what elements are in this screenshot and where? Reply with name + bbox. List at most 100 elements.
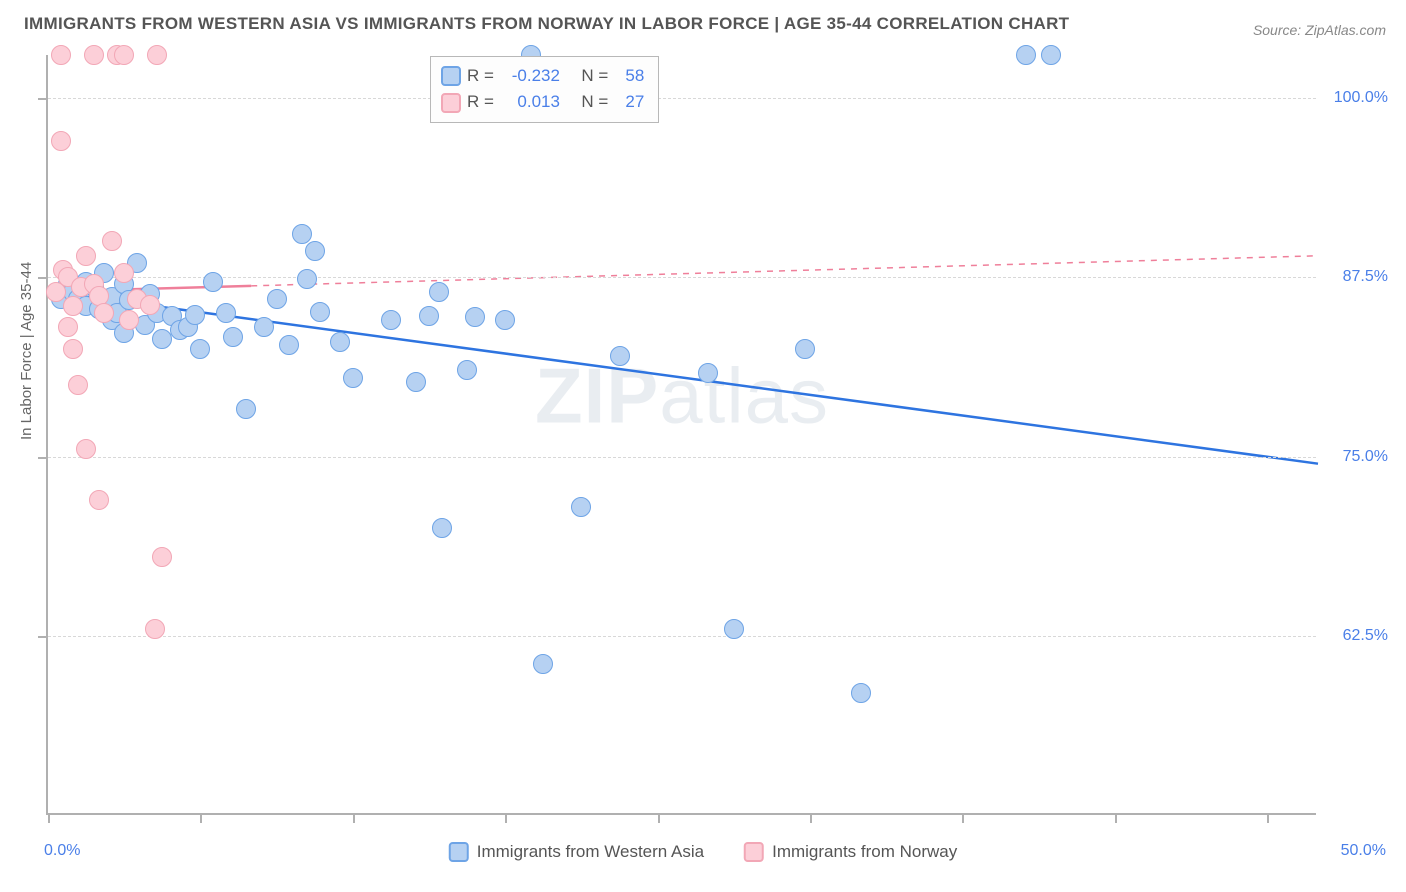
chart-plot-area: ZIPatlas [46,55,1316,815]
gridline-horizontal [48,636,1316,637]
scatter-point [119,310,139,330]
x-axis-max-label: 50.0% [1341,842,1386,860]
scatter-point [465,307,485,327]
scatter-point [190,339,210,359]
scatter-point [330,332,350,352]
scatter-point [89,490,109,510]
scatter-point [432,518,452,538]
scatter-point [571,497,591,517]
y-tick-label: 87.5% [1343,268,1388,286]
y-tick [38,98,48,100]
scatter-point [223,327,243,347]
legend-n-value: 58 [614,63,644,89]
scatter-point [76,439,96,459]
scatter-point [457,360,477,380]
scatter-point [254,317,274,337]
source-label: Source: [1253,22,1301,38]
scatter-point [76,246,96,266]
legend-swatch [744,842,764,862]
x-tick [353,813,355,823]
scatter-point [147,45,167,65]
gridline-horizontal [48,98,1316,99]
scatter-point [58,317,78,337]
series-name: Immigrants from Norway [772,842,957,862]
chart-title: IMMIGRANTS FROM WESTERN ASIA VS IMMIGRAN… [24,14,1069,34]
scatter-point [267,289,287,309]
scatter-point [1041,45,1061,65]
scatter-point [51,131,71,151]
scatter-point [610,346,630,366]
x-axis-min-label: 0.0% [44,842,80,860]
y-tick [38,636,48,638]
series-legend: Immigrants from Western Asia Immigrants f… [449,842,958,862]
x-tick [48,813,50,823]
series-legend-item: Immigrants from Western Asia [449,842,704,862]
x-tick [810,813,812,823]
gridline-horizontal [48,457,1316,458]
scatter-point [152,547,172,567]
gridline-horizontal [48,277,1316,278]
scatter-point [381,310,401,330]
scatter-point [795,339,815,359]
scatter-point [94,303,114,323]
trend-lines-layer [48,55,1316,813]
scatter-point [305,241,325,261]
scatter-point [145,619,165,639]
legend-r-value: -0.232 [500,63,560,89]
y-tick [38,277,48,279]
scatter-point [68,375,88,395]
trend-line-extrapolated [251,256,1318,286]
scatter-point [698,363,718,383]
y-tick-label: 62.5% [1343,627,1388,645]
scatter-point [84,45,104,65]
scatter-point [1016,45,1036,65]
scatter-point [495,310,515,330]
scatter-point [406,372,426,392]
scatter-point [292,224,312,244]
x-tick [200,813,202,823]
y-axis-label: In Labor Force | Age 35-44 [18,262,35,440]
legend-swatch [449,842,469,862]
y-tick [38,457,48,459]
scatter-point [63,339,83,359]
scatter-point [533,654,553,674]
scatter-point [140,295,160,315]
scatter-point [114,263,134,283]
scatter-point [419,306,439,326]
source-value: ZipAtlas.com [1305,22,1386,38]
y-tick-label: 100.0% [1334,89,1388,107]
scatter-point [310,302,330,322]
legend-n-value: 27 [614,89,644,115]
x-tick [658,813,660,823]
scatter-point [114,45,134,65]
scatter-point [429,282,449,302]
x-tick [1267,813,1269,823]
legend-r-value: 0.013 [500,89,560,115]
scatter-point [236,399,256,419]
series-legend-item: Immigrants from Norway [744,842,957,862]
legend-swatch [441,66,461,86]
legend-n-label: N = [581,89,608,115]
legend-swatch [441,93,461,113]
scatter-point [102,231,122,251]
legend-r-label: R = [467,63,494,89]
scatter-point [724,619,744,639]
series-name: Immigrants from Western Asia [477,842,704,862]
scatter-point [297,269,317,289]
legend-r-label: R = [467,89,494,115]
scatter-point [343,368,363,388]
legend-n-label: N = [581,63,608,89]
scatter-point [51,45,71,65]
scatter-point [216,303,236,323]
scatter-point [279,335,299,355]
x-tick [505,813,507,823]
correlation-legend: R =-0.232 N =58R =0.013 N =27 [430,56,659,123]
y-tick-label: 75.0% [1343,448,1388,466]
source-attribution: Source: ZipAtlas.com [1253,22,1386,38]
x-tick [1115,813,1117,823]
legend-row: R =0.013 N =27 [441,89,644,115]
trend-line [48,292,1318,464]
legend-row: R =-0.232 N =58 [441,63,644,89]
scatter-point [63,296,83,316]
scatter-point [203,272,223,292]
